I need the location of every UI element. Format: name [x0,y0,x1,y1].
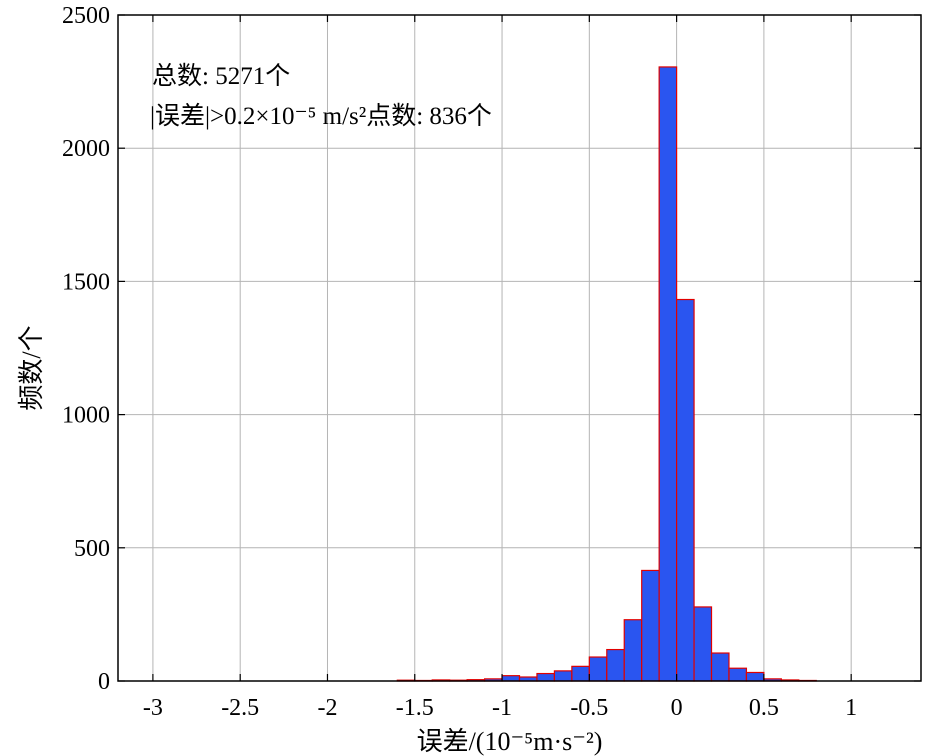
histogram-bar [728,667,748,682]
annotation-large-error-count: |误差|>0.2×10⁻⁵ m/s²点数: 836个 [150,102,492,130]
histogram-bar [553,670,573,682]
x-tick-label: -0.5 [570,695,608,721]
histogram-bar [571,665,590,682]
histogram-bar [588,656,608,682]
histogram-bar [710,652,730,682]
histogram-bar [745,671,765,682]
histogram-bars [396,66,817,682]
x-tick-label: 0.5 [749,695,779,721]
x-tick-label: -1 [492,695,512,721]
axis-ticks: -3 -2.5 -2 -1.5 -1 -0.5 0 0.5 1 0 500 1000 1500 2000 2… [62,3,921,721]
histogram-bar [501,675,521,682]
x-axis-title: 误差/(10⁻⁵m·s⁻²) [417,727,603,756]
x-tick-label: -2.5 [221,695,259,721]
y-tick-label: 0 [98,669,110,695]
histogram-bar [606,648,625,682]
x-tick-label: -3 [143,695,163,721]
histogram-bar [641,569,660,682]
x-tick-label: -1.5 [396,695,434,721]
histogram-bar [658,66,678,682]
y-tick-label: 500 [74,536,110,562]
y-tick-label: 2000 [62,136,110,162]
histogram-bar [623,619,643,682]
y-tick-label: 1500 [62,269,110,295]
histogram-bar [693,606,713,682]
plot-frame [117,14,922,682]
annotation-total-count: 总数: 5271个 [152,62,290,90]
x-tick-label: 1 [845,695,857,721]
histogram-bar [676,298,695,682]
y-tick-label: 1000 [62,403,110,429]
y-axis-title: 频数/个 [17,325,46,410]
x-tick-label: 0 [671,695,683,721]
x-tick-label: -2 [317,695,337,721]
histogram-bar [536,672,556,682]
y-tick-label: 2500 [62,3,110,29]
grid-lines [118,15,921,681]
